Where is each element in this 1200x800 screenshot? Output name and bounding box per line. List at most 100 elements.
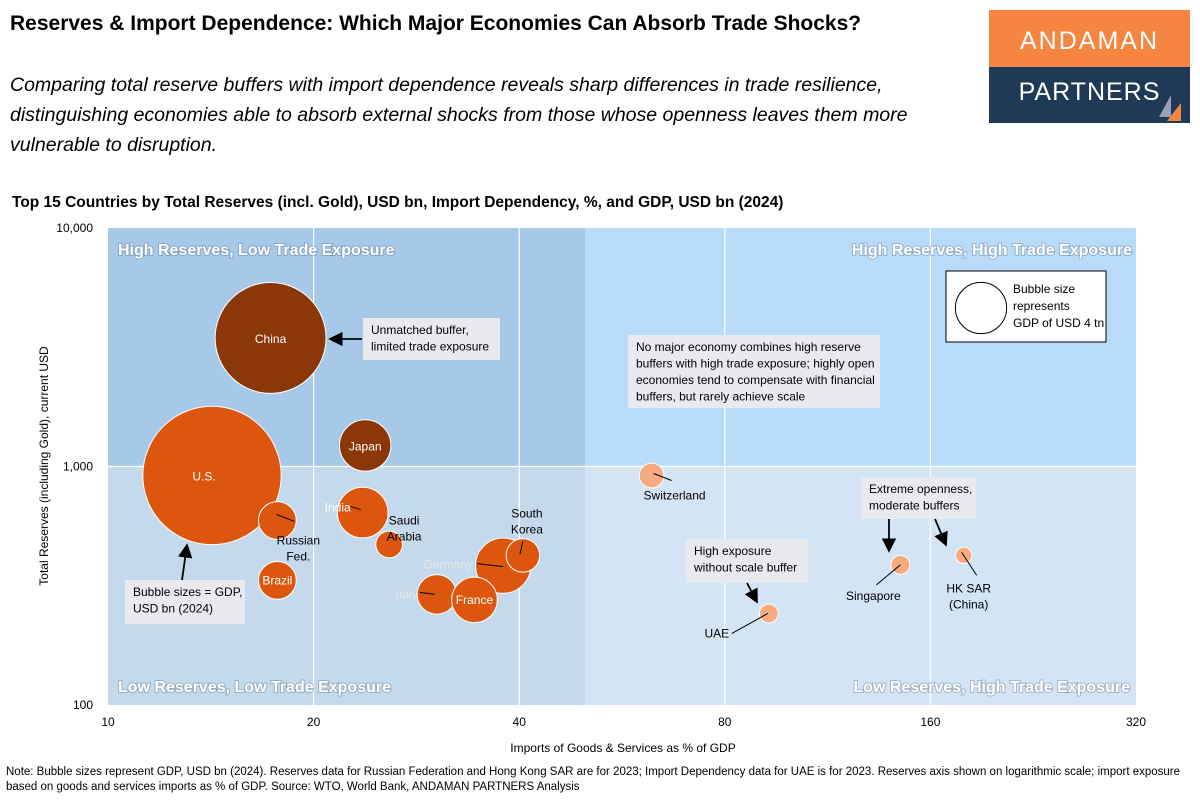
annotation-text-china-line: Unmatched buffer, (371, 323, 469, 337)
point-label-line: Russian (277, 533, 320, 547)
point-label: Japan (349, 439, 382, 453)
point-label: Saudi Arabia (387, 513, 422, 543)
annotation-text-nomajor: No major economy combines high reserve bu… (636, 340, 875, 404)
point-label-line: Saudi (389, 513, 420, 527)
bubble-south-korea (505, 538, 541, 573)
leader-line (731, 613, 769, 634)
bubble-uae (758, 603, 779, 624)
point-label-line: Singapore (846, 589, 901, 603)
annotation-arrow (934, 518, 948, 547)
bubble-india (336, 486, 389, 539)
point-label: China (255, 332, 287, 346)
bubble-japan (339, 419, 392, 472)
point-label-line: U.S. (192, 469, 215, 483)
quadrant-label-top-left: High Reserves, Low Trade Exposure (118, 242, 395, 259)
point-label-line: UAE (704, 626, 729, 640)
point-label-line: Brazil (262, 573, 292, 587)
point-label: U.S. (192, 469, 215, 483)
point-label: India (325, 501, 351, 515)
leader-line (961, 552, 978, 576)
annotation-box-uae (686, 539, 808, 583)
sail-icon (1159, 95, 1181, 121)
y-tick-label: 100 (73, 698, 93, 712)
point-label: Germany (424, 558, 473, 572)
annotation-text-uae: High exposure without scale buffer (693, 544, 797, 575)
annotation-box-china (363, 318, 500, 360)
x-tick-label: 20 (307, 715, 321, 729)
size-legend-text-line: represents (1013, 299, 1070, 313)
size-legend-text: Bubble size represents GDP of USD 4 tn (1013, 282, 1104, 330)
point-label-line: Korea (511, 522, 543, 536)
size-legend-text-line: Bubble size (1013, 282, 1075, 296)
quadrant-label-top-right: High Reserves, High Trade Exposure (852, 242, 1132, 259)
bubble-brazil (257, 561, 297, 600)
x-tick-label: 160 (920, 715, 940, 729)
annotation-text-china-line: limited trade exposure (371, 340, 489, 354)
chart-title: Top 15 Countries by Total Reserves (incl… (12, 194, 784, 211)
bubble-saudi-arabia (375, 530, 403, 559)
y-axis-title: Total Reserves (including Gold), current… (37, 346, 51, 586)
point-label: HK SAR (China) (946, 581, 991, 611)
quadrant-label-bottom-right: Low Reserves, High Trade Exposure (853, 679, 1130, 696)
page-subtitle: Comparing total reserve buffers with imp… (10, 74, 908, 156)
point-label-line: Italy (396, 587, 418, 601)
point-label-line: Germany (424, 558, 473, 572)
point-label: Switzerland (644, 488, 706, 502)
point-label-line: South (511, 506, 542, 520)
leader-line (477, 563, 504, 568)
x-tick-label: 10 (101, 715, 115, 729)
leader-line (350, 506, 361, 511)
annotation-text-china: Unmatched buffer, limited trade exposure (371, 323, 489, 354)
annotation-text-extreme-line: moderate buffers (869, 499, 960, 513)
point-label-line: China (255, 332, 287, 346)
logo-line2-text: PARTNERS (1018, 78, 1161, 106)
point-label-line: Fed. (286, 549, 310, 563)
logo-line2: PARTNERS (989, 67, 1190, 123)
logo-line1: ANDAMAN (989, 10, 1190, 67)
bubble-italy (416, 574, 458, 615)
annotation-text-uae-line: without scale buffer (693, 561, 797, 575)
annotation-text-nomajor-line: No major economy combines high reserve (636, 340, 861, 354)
x-axis-title: Imports of Goods & Services as % of GDP (510, 741, 735, 755)
point-label: Russian Fed. (277, 533, 320, 563)
annotation-text-uae-line: High exposure (694, 544, 772, 558)
bubble-china (214, 281, 327, 394)
point-label-line: HK SAR (946, 581, 991, 595)
annotation-text-nomajor-line: buffers, but rarely achieve scale (636, 390, 806, 404)
point-label-line: India (325, 501, 351, 515)
bubble-switzerland (638, 462, 665, 489)
annotation-box-extreme (861, 477, 976, 519)
x-tick-label: 40 (513, 715, 527, 729)
size-legend-text-line: GDP of USD 4 tn (1013, 316, 1104, 330)
point-label: France (456, 593, 494, 607)
point-label-line: Japan (349, 439, 382, 453)
annotation-arrow (744, 582, 758, 604)
quadrant-label-bottom-left: Low Reserves, Low Trade Exposure (118, 679, 391, 696)
x-tick-label: 320 (1126, 715, 1146, 729)
annotation-text-bubble: Bubble sizes = GDP, USD bn (2024) (133, 585, 243, 616)
leader-line (653, 473, 672, 481)
annotation-box-nomajor (628, 335, 880, 408)
annotation-arrow (178, 543, 193, 581)
annotation-text-bubble-line: USD bn (2024) (133, 602, 213, 616)
point-label: Brazil (262, 573, 292, 587)
leader-line (276, 513, 295, 522)
annotation-box-bubble (125, 580, 245, 624)
bubble-france (451, 576, 498, 624)
annotation-text-extreme: Extreme openness, moderate buffers (869, 482, 972, 513)
point-label: South Korea (511, 506, 543, 536)
page-title: Reserves & Import Dependence: Which Majo… (10, 12, 862, 35)
leader-line (419, 591, 435, 595)
footnote: Note: Bubble sizes represent GDP, USD bn… (6, 766, 1181, 793)
x-tick-label: 80 (718, 715, 732, 729)
point-label-line: France (456, 593, 494, 607)
annotation-text-nomajor-line: economies tend to compensate with financ… (636, 373, 875, 387)
point-label-line: (China) (949, 597, 988, 611)
point-label-line: Arabia (387, 529, 422, 543)
point-label: Singapore (846, 589, 901, 603)
size-legend-bubble (954, 281, 1008, 335)
annotation-text-nomajor-line: buffers with high trade exposure; highly… (636, 357, 875, 371)
y-tick-label: 10,000 (56, 221, 93, 235)
point-label: UAE (704, 626, 729, 640)
